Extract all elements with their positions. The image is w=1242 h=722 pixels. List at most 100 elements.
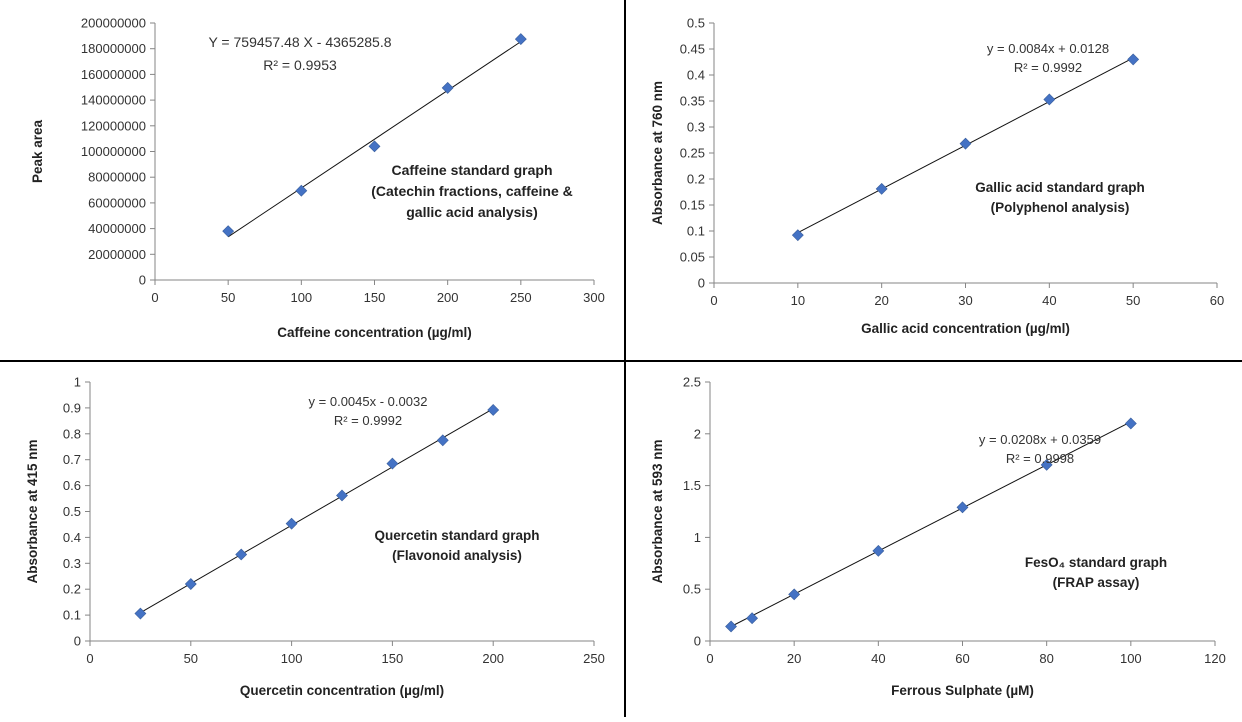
- y-tick-label: 0: [74, 634, 81, 649]
- r-squared-label: R² = 0.9992: [1014, 60, 1082, 75]
- data-point: [725, 620, 737, 633]
- x-tick-label: 150: [382, 651, 404, 666]
- data-point: [386, 457, 399, 470]
- r-squared-label: R² = 0.9992: [334, 413, 402, 428]
- chart-annotation-line: (FRAP assay): [1053, 575, 1140, 590]
- y-tick-label: 0.35: [680, 94, 705, 109]
- horizontal-divider: [0, 360, 1242, 362]
- trendline: [227, 41, 522, 238]
- chart-annotation-line: Gallic acid standard graph: [975, 180, 1145, 195]
- y-tick-label: 0.3: [687, 120, 705, 135]
- data-point: [436, 434, 449, 447]
- data-point: [295, 184, 308, 197]
- y-axis-label: Absorbance at 415 nm: [25, 439, 40, 583]
- x-axis-label: Gallic acid concentration (µg/ml): [861, 321, 1070, 336]
- data-point: [235, 548, 248, 561]
- y-tick-label: 200000000: [81, 16, 146, 31]
- data-point: [1043, 93, 1056, 106]
- y-tick-label: 100000000: [81, 144, 146, 159]
- y-tick-label: 140000000: [81, 93, 146, 108]
- trendline: [140, 408, 494, 614]
- x-tick-label: 50: [1126, 293, 1140, 308]
- y-tick-label: 0: [698, 276, 705, 291]
- chart-annotation-line: Caffeine standard graph: [391, 162, 552, 178]
- data-point: [285, 517, 298, 530]
- chart-panel-3: 0 0.1 0.2 0.3 0.4 0.5 0.6 0.7 0.8 0.9 1 0 50 100 150 20…: [25, 375, 605, 699]
- y-tick-label: 0.5: [683, 582, 701, 597]
- chart-annotation-line: (Flavonoid analysis): [392, 548, 522, 563]
- x-tick-label: 0: [151, 290, 158, 305]
- x-tick-label: 120: [1204, 651, 1226, 666]
- y-tick-label: 1: [694, 530, 701, 545]
- y-tick-label: 0.1: [687, 224, 705, 239]
- data-point: [1124, 417, 1137, 430]
- chart-annotation-line: Quercetin standard graph: [374, 528, 539, 543]
- y-tick-label: 120000000: [81, 118, 146, 133]
- x-tick-label: 0: [706, 651, 713, 666]
- y-tick-label: 0.3: [63, 556, 81, 571]
- y-axis-label: Peak area: [30, 119, 45, 183]
- x-tick-label: 80: [1039, 651, 1053, 666]
- x-tick-label: 0: [710, 293, 717, 308]
- y-tick-label: 20000000: [88, 247, 146, 262]
- data-point: [956, 501, 969, 514]
- chart-panel-2: 0 0.05 0.1 0.15 0.2 0.25 0.3 0.35 0.4 0.45 0.5 0 10 2…: [650, 16, 1224, 337]
- chart-annotation-line: (Polyphenol analysis): [991, 200, 1130, 215]
- x-tick-label: 150: [364, 290, 386, 305]
- data-point: [184, 578, 197, 590]
- data-point: [875, 182, 888, 195]
- y-tick-label: 0.4: [687, 68, 705, 83]
- y-tick-label: 0: [139, 273, 146, 288]
- x-tick-label: 200: [482, 651, 504, 666]
- chart-panel-1: 0 20000000 40000000 60000000 80000000 1000000…: [30, 16, 605, 341]
- y-tick-label: 0.7: [63, 452, 81, 467]
- y-tick-label: 0.2: [63, 582, 81, 597]
- y-tick-label: 0.5: [687, 16, 705, 31]
- x-tick-label: 250: [510, 290, 532, 305]
- data-point: [872, 544, 885, 557]
- y-tick-label: 0.2: [687, 172, 705, 187]
- y-tick-label: 60000000: [88, 195, 146, 210]
- chart-panel-4: 0 0.5 1 1.5 2 2.5 0 20 40 60 80 100 120 Ferrous Sulph…: [650, 375, 1226, 699]
- y-tick-label: 0: [694, 634, 701, 649]
- trendline-equation: Y = 759457.48 X - 4365285.8: [208, 34, 391, 50]
- x-tick-label: 300: [583, 290, 605, 305]
- chart-annotation-line: gallic acid analysis): [406, 204, 538, 220]
- x-axis-label: Ferrous Sulphate (µM): [891, 683, 1034, 698]
- y-tick-label: 180000000: [81, 41, 146, 56]
- data-point: [134, 607, 147, 620]
- y-tick-label: 0.15: [680, 198, 705, 213]
- x-tick-label: 60: [955, 651, 969, 666]
- x-axis-label: Caffeine concentration (µg/ml): [277, 325, 472, 340]
- y-tick-label: 0.9: [63, 400, 81, 415]
- x-tick-label: 200: [437, 290, 459, 305]
- data-point: [1040, 458, 1053, 471]
- r-squared-label: R² = 0.9998: [1006, 451, 1074, 466]
- trendline-equation: y = 0.0084x + 0.0128: [987, 41, 1109, 56]
- y-tick-label: 2: [694, 426, 701, 441]
- x-tick-label: 100: [290, 290, 312, 305]
- x-tick-label: 60: [1210, 293, 1224, 308]
- data-point: [368, 140, 381, 153]
- y-tick-label: 160000000: [81, 67, 146, 82]
- x-tick-label: 50: [184, 651, 198, 666]
- x-tick-label: 40: [871, 651, 885, 666]
- x-tick-label: 10: [791, 293, 805, 308]
- data-point: [336, 489, 348, 502]
- y-tick-label: 0.45: [680, 42, 705, 57]
- y-tick-label: 0.1: [63, 608, 81, 623]
- data-point: [487, 404, 500, 416]
- data-point: [791, 229, 804, 242]
- x-tick-label: 20: [787, 651, 801, 666]
- r-squared-label: R² = 0.9953: [263, 57, 337, 73]
- x-axis-label: Quercetin concentration (µg/ml): [240, 683, 444, 698]
- x-tick-label: 100: [1120, 651, 1142, 666]
- data-point: [788, 588, 801, 601]
- y-tick-label: 0.05: [680, 250, 705, 265]
- chart-annotation-line: FesO₄ standard graph: [1025, 555, 1167, 570]
- y-tick-label: 0.5: [63, 504, 81, 519]
- data-point: [222, 225, 235, 238]
- y-axis-label: Absorbance at 760 nm: [650, 81, 665, 225]
